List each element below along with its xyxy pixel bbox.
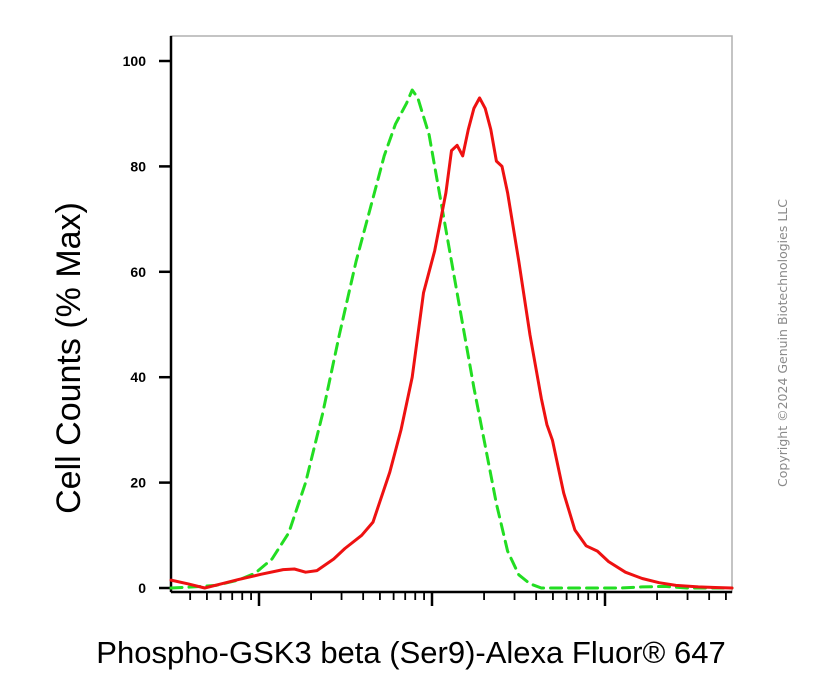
- y-ticks: 0 20 40 60 80 100: [123, 53, 171, 596]
- series-line-2: [169, 96, 734, 590]
- series-line-1: [169, 88, 734, 590]
- y-tick-label: 0: [138, 580, 146, 596]
- copyright-watermark: Copyright ©2024 Genuin Biotechnologies L…: [775, 199, 790, 487]
- y-axis-label: Cell Counts (% Max): [50, 202, 88, 514]
- x-axis-label: Phospho-GSK3 beta (Ser9)-Alexa Fluor® 64…: [96, 635, 725, 670]
- plot-frame: [170, 35, 733, 593]
- y-tick-label: 100: [123, 53, 147, 69]
- x-ticks: [189, 592, 727, 606]
- series-layer: [169, 88, 734, 590]
- y-tick-label: 80: [130, 158, 146, 174]
- y-tick-label: 60: [130, 264, 146, 280]
- y-tick-label: 40: [130, 369, 146, 385]
- y-tick-label: 20: [130, 475, 146, 491]
